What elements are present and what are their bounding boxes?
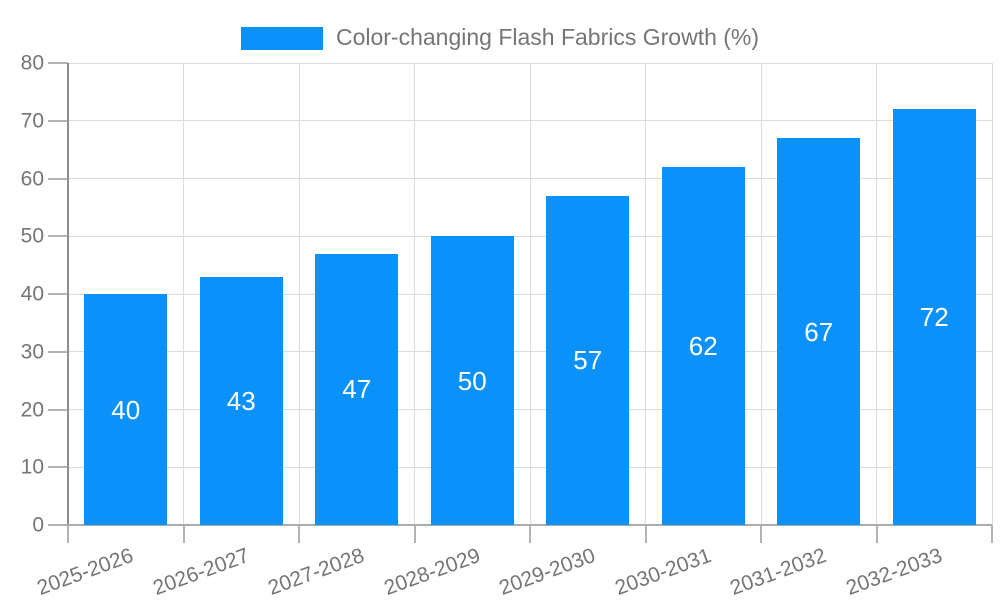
x-axis-category-label: 2028-2029: [380, 544, 484, 600]
x-gridline: [760, 63, 762, 525]
legend-item[interactable]: Color-changing Flash Fabrics Growth (%): [0, 18, 1000, 58]
y-axis-tick-label: 0: [32, 513, 44, 537]
bar[interactable]: 62: [661, 166, 745, 525]
bar-value-label: 67: [804, 316, 834, 347]
x-gridline: [529, 63, 531, 525]
y-axis-tick-label: 60: [20, 167, 44, 190]
y-axis-line: [67, 63, 69, 525]
x-gridline: [645, 63, 646, 525]
x-axis-category-label: 2029-2030: [496, 544, 599, 600]
y-axis-tick: [48, 119, 68, 122]
x-gridline: [876, 63, 877, 525]
bar-value-label: 72: [919, 302, 949, 333]
x-axis-tick: [298, 525, 300, 543]
y-axis-tick-label: 80: [20, 51, 44, 75]
bar-value-label: 47: [342, 374, 372, 405]
x-axis-tick: [182, 525, 185, 543]
x-gridline: [298, 63, 300, 525]
x-gridline: [414, 63, 415, 525]
bar-value-label: 50: [457, 365, 487, 396]
bar[interactable]: 47: [315, 253, 399, 525]
y-axis-tick: [48, 408, 68, 411]
y-axis-tick: [48, 293, 68, 295]
x-axis-category-label: 2025-2026: [34, 544, 137, 600]
bar[interactable]: 67: [777, 138, 861, 525]
y-axis-tick-label: 10: [20, 455, 44, 479]
x-axis-tick: [875, 525, 878, 543]
x-gridline: [183, 63, 184, 525]
x-axis-tick: [644, 525, 647, 543]
x-axis-category-label: 2027-2028: [265, 544, 368, 600]
bar-value-label: 43: [226, 385, 256, 416]
y-axis-tick-label: 30: [20, 340, 44, 364]
y-axis-tick: [48, 524, 68, 526]
y-axis-tick: [48, 177, 68, 180]
x-axis-tick: [760, 525, 762, 543]
x-gridline: [991, 63, 993, 525]
x-axis-tick: [67, 525, 69, 543]
x-axis-category-label: 2032-2033: [842, 544, 946, 600]
x-axis-category-label: 2030-2031: [611, 544, 715, 600]
bar-value-label: 57: [573, 345, 603, 376]
bar[interactable]: 40: [84, 294, 168, 525]
y-axis-tick-label: 40: [20, 282, 44, 306]
y-axis-tick-label: 20: [20, 398, 44, 421]
bar[interactable]: 43: [199, 276, 283, 525]
y-axis-tick-label: 50: [20, 224, 44, 248]
x-axis-tick: [529, 525, 531, 543]
y-axis-tick-label: 70: [20, 109, 44, 133]
y-axis-tick: [48, 62, 68, 64]
bar-value-label: 40: [111, 394, 141, 425]
legend-swatch-icon: [240, 26, 323, 50]
bar[interactable]: 50: [430, 236, 514, 525]
bar-value-label: 62: [688, 330, 718, 361]
x-axis-category-label: 2031-2032: [727, 544, 830, 600]
x-axis-tick: [991, 525, 993, 543]
y-axis-tick: [48, 466, 68, 469]
y-axis-tick: [48, 350, 68, 353]
y-axis-tick: [48, 235, 68, 238]
bar[interactable]: 57: [546, 195, 630, 525]
chart-title: Color-changing Flash Fabrics Growth (%): [335, 24, 760, 51]
x-axis-line: [68, 524, 992, 526]
x-axis-category-label: 2026-2027: [149, 544, 253, 600]
x-axis-tick: [413, 525, 416, 543]
bar[interactable]: 72: [892, 109, 976, 525]
